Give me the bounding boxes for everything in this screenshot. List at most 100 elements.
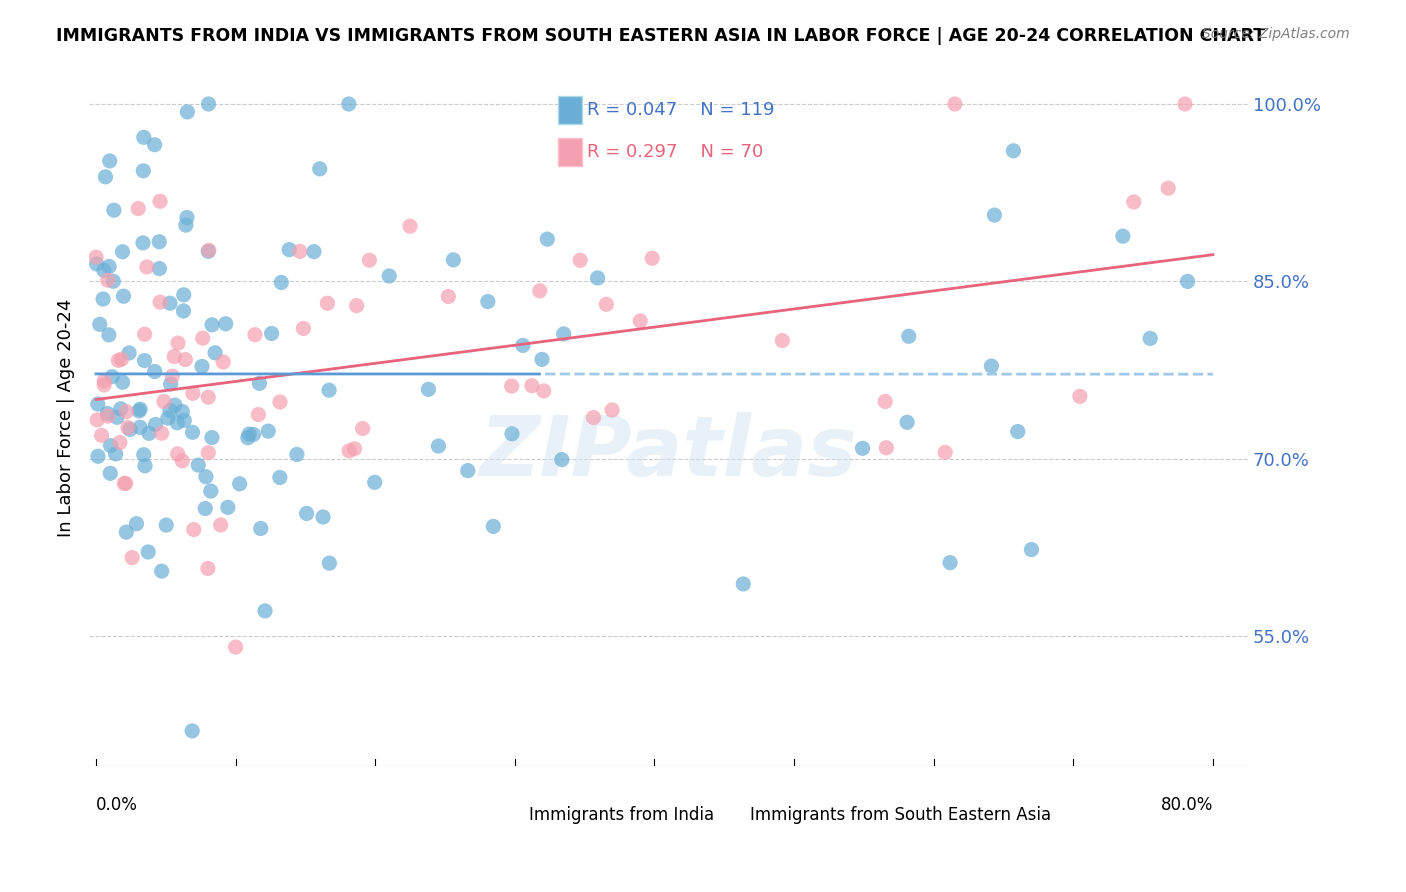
Text: Immigrants from India: Immigrants from India bbox=[530, 806, 714, 824]
sea bbox=[112, 476, 135, 491]
india bbox=[285, 447, 308, 461]
sea bbox=[437, 289, 460, 303]
india bbox=[851, 442, 873, 456]
sea bbox=[1174, 97, 1197, 112]
india bbox=[318, 383, 340, 397]
india bbox=[103, 274, 125, 288]
india bbox=[242, 427, 264, 442]
sea bbox=[641, 252, 664, 266]
india bbox=[110, 401, 132, 416]
india bbox=[166, 416, 188, 430]
india bbox=[163, 398, 186, 412]
india bbox=[86, 257, 108, 271]
sea bbox=[153, 394, 176, 409]
india bbox=[337, 97, 360, 112]
sea bbox=[595, 297, 617, 311]
sea bbox=[943, 97, 966, 112]
india bbox=[536, 232, 558, 246]
Text: ZIPatlas: ZIPatlas bbox=[479, 412, 858, 493]
india bbox=[586, 271, 609, 285]
sea bbox=[183, 523, 205, 537]
india bbox=[364, 475, 387, 490]
india bbox=[733, 577, 755, 591]
india bbox=[270, 276, 292, 290]
india bbox=[551, 452, 574, 467]
Text: 0.0%: 0.0% bbox=[96, 796, 138, 814]
sea bbox=[197, 446, 219, 460]
india bbox=[512, 338, 534, 352]
Text: Immigrants from South Eastern Asia: Immigrants from South Eastern Asia bbox=[749, 806, 1050, 824]
india bbox=[269, 470, 291, 484]
india bbox=[249, 376, 271, 391]
india bbox=[980, 359, 1002, 373]
sea bbox=[209, 518, 232, 533]
india bbox=[103, 203, 125, 218]
sea bbox=[135, 260, 157, 274]
sea bbox=[172, 454, 194, 468]
india bbox=[87, 450, 110, 464]
sea bbox=[191, 331, 214, 345]
india bbox=[187, 458, 209, 472]
sea bbox=[343, 442, 366, 456]
india bbox=[111, 376, 134, 390]
sea bbox=[770, 334, 793, 348]
india bbox=[129, 420, 152, 434]
Text: 80.0%: 80.0% bbox=[1160, 796, 1213, 814]
sea bbox=[97, 273, 120, 287]
india bbox=[132, 235, 155, 250]
india bbox=[134, 353, 156, 368]
india bbox=[174, 218, 197, 232]
sea bbox=[197, 390, 219, 404]
sea bbox=[529, 284, 551, 298]
sea bbox=[93, 378, 115, 392]
sea bbox=[243, 327, 266, 342]
india bbox=[1112, 229, 1135, 244]
india bbox=[156, 411, 179, 425]
india bbox=[98, 153, 121, 168]
india bbox=[159, 296, 181, 310]
sea bbox=[110, 352, 132, 367]
india bbox=[105, 410, 128, 425]
sea bbox=[181, 386, 204, 401]
sea bbox=[174, 352, 197, 367]
india bbox=[143, 364, 166, 378]
sea bbox=[121, 550, 143, 565]
india bbox=[457, 464, 479, 478]
india bbox=[181, 723, 204, 738]
india bbox=[97, 327, 120, 342]
FancyBboxPatch shape bbox=[558, 96, 582, 124]
Text: IMMIGRANTS FROM INDIA VS IMMIGRANTS FROM SOUTH EASTERN ASIA IN LABOR FORCE | AGE: IMMIGRANTS FROM INDIA VS IMMIGRANTS FROM… bbox=[56, 27, 1265, 45]
india bbox=[98, 260, 121, 274]
india bbox=[257, 424, 280, 438]
india bbox=[194, 501, 217, 516]
india bbox=[318, 556, 340, 570]
india bbox=[983, 208, 1005, 222]
india bbox=[132, 130, 155, 145]
sea bbox=[582, 410, 605, 425]
india bbox=[378, 268, 401, 283]
india bbox=[159, 403, 181, 417]
sea bbox=[1069, 389, 1091, 403]
india bbox=[427, 439, 450, 453]
india bbox=[87, 397, 110, 411]
india bbox=[98, 467, 121, 481]
sea bbox=[346, 299, 368, 313]
india bbox=[197, 244, 219, 259]
india bbox=[236, 431, 259, 445]
india bbox=[173, 413, 195, 427]
sea bbox=[212, 355, 235, 369]
Text: R = 0.297    N = 70: R = 0.297 N = 70 bbox=[588, 144, 763, 161]
india bbox=[132, 448, 155, 462]
sea bbox=[875, 394, 897, 409]
sea bbox=[197, 561, 219, 575]
Y-axis label: In Labor Force | Age 20-24: In Labor Force | Age 20-24 bbox=[58, 298, 75, 537]
sea bbox=[337, 443, 360, 458]
india bbox=[260, 326, 283, 341]
india bbox=[197, 97, 219, 112]
sea bbox=[197, 244, 219, 258]
sea bbox=[84, 250, 107, 264]
india bbox=[134, 458, 156, 473]
india bbox=[200, 484, 222, 499]
sea bbox=[150, 426, 173, 441]
sea bbox=[149, 194, 172, 209]
